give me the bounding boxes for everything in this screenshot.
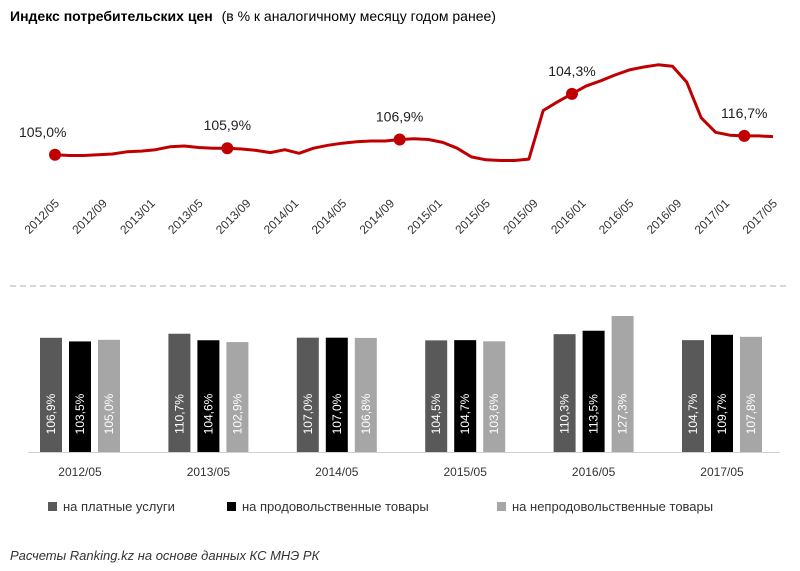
bar-value-label: 110,3% bbox=[558, 394, 572, 434]
bar-2 bbox=[197, 340, 220, 452]
bar-3 bbox=[483, 341, 506, 452]
cpi-line-series bbox=[54, 63, 774, 162]
x-tick-label: 2016/09 bbox=[644, 196, 685, 237]
bar-chart: 106,9% 103,5% 105,0% 2012/05 110,7% 104,6% 102… bbox=[28, 316, 780, 479]
chart-title-rest: (в % к аналогичному месяцу годом ранее) bbox=[222, 8, 496, 24]
x-tick-label: 2013/01 bbox=[117, 196, 158, 237]
x-tick-label: 2014/05 bbox=[309, 196, 350, 237]
legend-label-3: на непродовольственные товары bbox=[512, 499, 713, 514]
bar-value-label: 105,0% bbox=[102, 393, 116, 434]
bar-3 bbox=[98, 339, 120, 452]
legend-swatch-3 bbox=[497, 502, 506, 511]
bar-value-label: 103,5% bbox=[73, 393, 87, 434]
bar-2 bbox=[454, 340, 477, 452]
cpi-marker bbox=[565, 87, 578, 100]
category-label: 2013/05 bbox=[187, 465, 231, 479]
x-tick-label: 2015/05 bbox=[452, 196, 493, 237]
x-tick-label: 2012/09 bbox=[69, 196, 110, 237]
bar-1 bbox=[40, 337, 62, 452]
bar-3 bbox=[740, 336, 762, 452]
x-tick-label: 2013/05 bbox=[165, 196, 206, 237]
bar-3 bbox=[226, 342, 249, 452]
cpi-data-label: 105,0% bbox=[19, 124, 66, 140]
x-tick-label: 2014/01 bbox=[261, 196, 302, 237]
bar-1 bbox=[682, 340, 704, 452]
bar-value-label: 104,6% bbox=[201, 393, 215, 434]
x-tick-label: 2015/09 bbox=[500, 196, 541, 237]
bar-value-label: 110,7% bbox=[172, 394, 186, 434]
bar-1 bbox=[296, 337, 319, 452]
bar-value-label: 104,7% bbox=[458, 393, 472, 434]
bar-value-label: 107,0% bbox=[301, 393, 315, 434]
bar-2 bbox=[711, 334, 733, 452]
bar-1 bbox=[425, 340, 448, 452]
bar-value-label: 107,0% bbox=[330, 393, 344, 434]
category-label: 2015/05 bbox=[444, 465, 488, 479]
bar-value-label: 106,9% bbox=[44, 393, 58, 434]
cpi-data-label: 106,9% bbox=[376, 109, 423, 125]
legend-swatch-2 bbox=[227, 502, 236, 511]
bar-1 bbox=[168, 333, 191, 452]
cpi-data-label: 105,9% bbox=[204, 117, 251, 133]
cpi-data-label: 116,7% bbox=[721, 105, 767, 121]
x-tick-label: 2014/09 bbox=[357, 196, 398, 237]
x-tick-label: 2017/01 bbox=[692, 196, 733, 237]
legend: на платные услуги на продовольственные то… bbox=[48, 499, 713, 514]
x-tick-label: 2016/01 bbox=[548, 196, 589, 237]
category-label: 2014/05 bbox=[315, 465, 359, 479]
source-note: Расчеты Ranking.kz на основе данных КС М… bbox=[10, 548, 321, 563]
x-tick-label: 2012/05 bbox=[22, 196, 63, 237]
legend-swatch-1 bbox=[48, 502, 57, 511]
chart-title-bold: Индекс потребительских цен bbox=[10, 8, 213, 24]
bar-value-label: 113,5% bbox=[587, 394, 601, 434]
x-tick-label: 2013/09 bbox=[213, 196, 254, 237]
cpi-marker bbox=[738, 129, 751, 142]
bar-1 bbox=[553, 334, 576, 452]
bar-3 bbox=[611, 316, 634, 452]
bar-value-label: 106,8% bbox=[359, 393, 373, 434]
line-chart: 105,0%105,9%106,9%104,3%116,7%107,5%2012… bbox=[19, 63, 781, 237]
bar-value-label: 109,7% bbox=[715, 393, 729, 434]
bar-value-label: 103,6% bbox=[487, 393, 501, 434]
bar-value-label: 104,7% bbox=[686, 393, 700, 434]
bar-value-label: 104,5% bbox=[429, 393, 443, 434]
cpi-data-label: 104,3% bbox=[548, 63, 595, 79]
cpi-marker bbox=[393, 133, 406, 146]
x-tick-label: 2015/01 bbox=[404, 196, 445, 237]
legend-label-1: на платные услуги bbox=[63, 499, 175, 514]
x-tick-label: 2016/05 bbox=[596, 196, 637, 237]
chart-title: Индекс потребительских цен (в % к аналог… bbox=[10, 8, 496, 24]
category-label: 2016/05 bbox=[572, 465, 616, 479]
bar-2 bbox=[325, 337, 348, 452]
category-label: 2012/05 bbox=[58, 465, 102, 479]
bar-3 bbox=[354, 337, 377, 452]
bar-2 bbox=[69, 341, 91, 452]
x-tick-label: 2017/05 bbox=[740, 196, 781, 237]
bar-value-label: 102,9% bbox=[230, 393, 244, 434]
cpi-marker bbox=[49, 148, 61, 161]
legend-label-2: на продовольственные товары bbox=[242, 499, 429, 514]
category-label: 2017/05 bbox=[700, 465, 744, 479]
cpi-marker bbox=[221, 142, 234, 155]
bar-value-label: 127,3% bbox=[616, 393, 630, 434]
bar-2 bbox=[582, 330, 605, 452]
bar-value-label: 107,8% bbox=[744, 393, 758, 434]
